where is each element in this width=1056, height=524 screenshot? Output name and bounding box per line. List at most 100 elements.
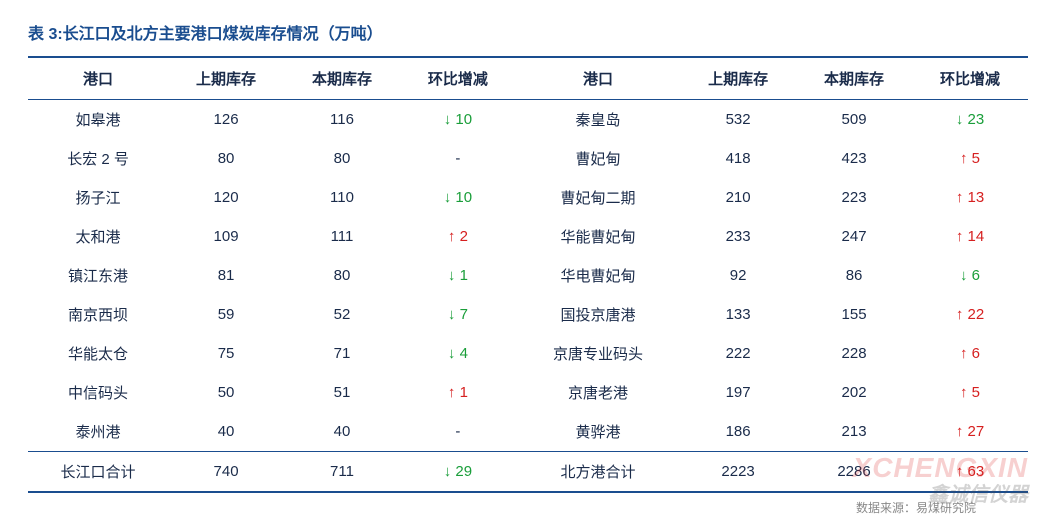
port-left: 镇江东港 — [28, 256, 168, 295]
port-right: 秦皇岛 — [516, 100, 680, 140]
prev-left: 126 — [168, 100, 284, 140]
curr-right: 509 — [796, 100, 912, 140]
chg-left: ↓ 7 — [400, 295, 516, 334]
table-row: 镇江东港 81 80 ↓ 1 华电曹妃甸 92 86 ↓ 6 — [28, 256, 1028, 295]
chg-right: ↑ 5 — [912, 139, 1028, 178]
prev-left: 81 — [168, 256, 284, 295]
table-row: 长宏 2 号 80 80 - 曹妃甸 418 423 ↑ 5 — [28, 139, 1028, 178]
curr-left: 711 — [284, 452, 400, 493]
port-left: 扬子江 — [28, 178, 168, 217]
col-port1: 港口 — [28, 57, 168, 100]
port-right: 北方港合计 — [516, 452, 680, 493]
port-right: 华电曹妃甸 — [516, 256, 680, 295]
curr-right: 86 — [796, 256, 912, 295]
prev-left: 80 — [168, 139, 284, 178]
col-prev1: 上期库存 — [168, 57, 284, 100]
chg-left: - — [400, 412, 516, 452]
curr-right: 423 — [796, 139, 912, 178]
prev-right: 2223 — [680, 452, 796, 493]
prev-right: 197 — [680, 373, 796, 412]
port-right: 曹妃甸 — [516, 139, 680, 178]
port-left: 中信码头 — [28, 373, 168, 412]
prev-left: 40 — [168, 412, 284, 452]
curr-left: 71 — [284, 334, 400, 373]
col-chg1: 环比增减 — [400, 57, 516, 100]
table-row: 太和港 109 111 ↑ 2 华能曹妃甸 233 247 ↑ 14 — [28, 217, 1028, 256]
port-left: 泰州港 — [28, 412, 168, 452]
chg-left: ↓ 4 — [400, 334, 516, 373]
table-row: 泰州港 40 40 - 黄骅港 186 213 ↑ 27 — [28, 412, 1028, 452]
port-left: 长宏 2 号 — [28, 139, 168, 178]
prev-left: 109 — [168, 217, 284, 256]
port-right: 京唐专业码头 — [516, 334, 680, 373]
chg-left: ↑ 2 — [400, 217, 516, 256]
port-left: 太和港 — [28, 217, 168, 256]
prev-right: 418 — [680, 139, 796, 178]
prev-right: 532 — [680, 100, 796, 140]
col-curr2: 本期库存 — [796, 57, 912, 100]
chg-right: ↑ 22 — [912, 295, 1028, 334]
chg-right: ↑ 63 — [912, 452, 1028, 493]
col-port2: 港口 — [516, 57, 680, 100]
col-curr1: 本期库存 — [284, 57, 400, 100]
port-right: 黄骅港 — [516, 412, 680, 452]
chg-right: ↑ 5 — [912, 373, 1028, 412]
curr-right: 213 — [796, 412, 912, 452]
prev-left: 120 — [168, 178, 284, 217]
data-source: 数据来源：易煤研究院 — [856, 499, 976, 516]
port-left: 如皋港 — [28, 100, 168, 140]
port-right: 国投京唐港 — [516, 295, 680, 334]
chg-left: ↓ 10 — [400, 178, 516, 217]
curr-left: 51 — [284, 373, 400, 412]
prev-left: 59 — [168, 295, 284, 334]
curr-right: 202 — [796, 373, 912, 412]
port-right: 京唐老港 — [516, 373, 680, 412]
curr-right: 2286 — [796, 452, 912, 493]
prev-left: 75 — [168, 334, 284, 373]
table-row: 南京西坝 59 52 ↓ 7 国投京唐港 133 155 ↑ 22 — [28, 295, 1028, 334]
port-left: 南京西坝 — [28, 295, 168, 334]
chg-left: ↓ 29 — [400, 452, 516, 493]
table-row: 中信码头 50 51 ↑ 1 京唐老港 197 202 ↑ 5 — [28, 373, 1028, 412]
chg-left: ↑ 1 — [400, 373, 516, 412]
curr-left: 80 — [284, 139, 400, 178]
chg-right: ↑ 6 — [912, 334, 1028, 373]
prev-right: 92 — [680, 256, 796, 295]
chg-right: ↑ 13 — [912, 178, 1028, 217]
curr-right: 247 — [796, 217, 912, 256]
curr-left: 40 — [284, 412, 400, 452]
prev-left: 740 — [168, 452, 284, 493]
chg-right: ↓ 23 — [912, 100, 1028, 140]
port-right: 华能曹妃甸 — [516, 217, 680, 256]
curr-right: 228 — [796, 334, 912, 373]
table-row: 如皋港 126 116 ↓ 10 秦皇岛 532 509 ↓ 23 — [28, 100, 1028, 140]
header-row: 港口 上期库存 本期库存 环比增减 港口 上期库存 本期库存 环比增减 — [28, 57, 1028, 100]
chg-left: - — [400, 139, 516, 178]
chg-right: ↑ 27 — [912, 412, 1028, 452]
table-row: 扬子江 120 110 ↓ 10 曹妃甸二期 210 223 ↑ 13 — [28, 178, 1028, 217]
chg-left: ↓ 10 — [400, 100, 516, 140]
col-chg2: 环比增减 — [912, 57, 1028, 100]
prev-right: 233 — [680, 217, 796, 256]
prev-left: 50 — [168, 373, 284, 412]
curr-right: 155 — [796, 295, 912, 334]
curr-left: 111 — [284, 217, 400, 256]
prev-right: 186 — [680, 412, 796, 452]
table-row: 华能太仓 75 71 ↓ 4 京唐专业码头 222 228 ↑ 6 — [28, 334, 1028, 373]
prev-right: 133 — [680, 295, 796, 334]
port-right: 曹妃甸二期 — [516, 178, 680, 217]
port-left: 华能太仓 — [28, 334, 168, 373]
chg-right: ↓ 6 — [912, 256, 1028, 295]
inventory-table: 港口 上期库存 本期库存 环比增减 港口 上期库存 本期库存 环比增减 如皋港 … — [28, 56, 1028, 493]
curr-left: 116 — [284, 100, 400, 140]
total-row: 长江口合计 740 711 ↓ 29 北方港合计 2223 2286 ↑ 63 — [28, 452, 1028, 493]
chg-left: ↓ 1 — [400, 256, 516, 295]
table-title: 表 3:长江口及北方主要港口煤炭库存情况（万吨） — [28, 20, 1028, 44]
prev-right: 210 — [680, 178, 796, 217]
port-left: 长江口合计 — [28, 452, 168, 493]
prev-right: 222 — [680, 334, 796, 373]
col-prev2: 上期库存 — [680, 57, 796, 100]
curr-right: 223 — [796, 178, 912, 217]
curr-left: 80 — [284, 256, 400, 295]
chg-right: ↑ 14 — [912, 217, 1028, 256]
